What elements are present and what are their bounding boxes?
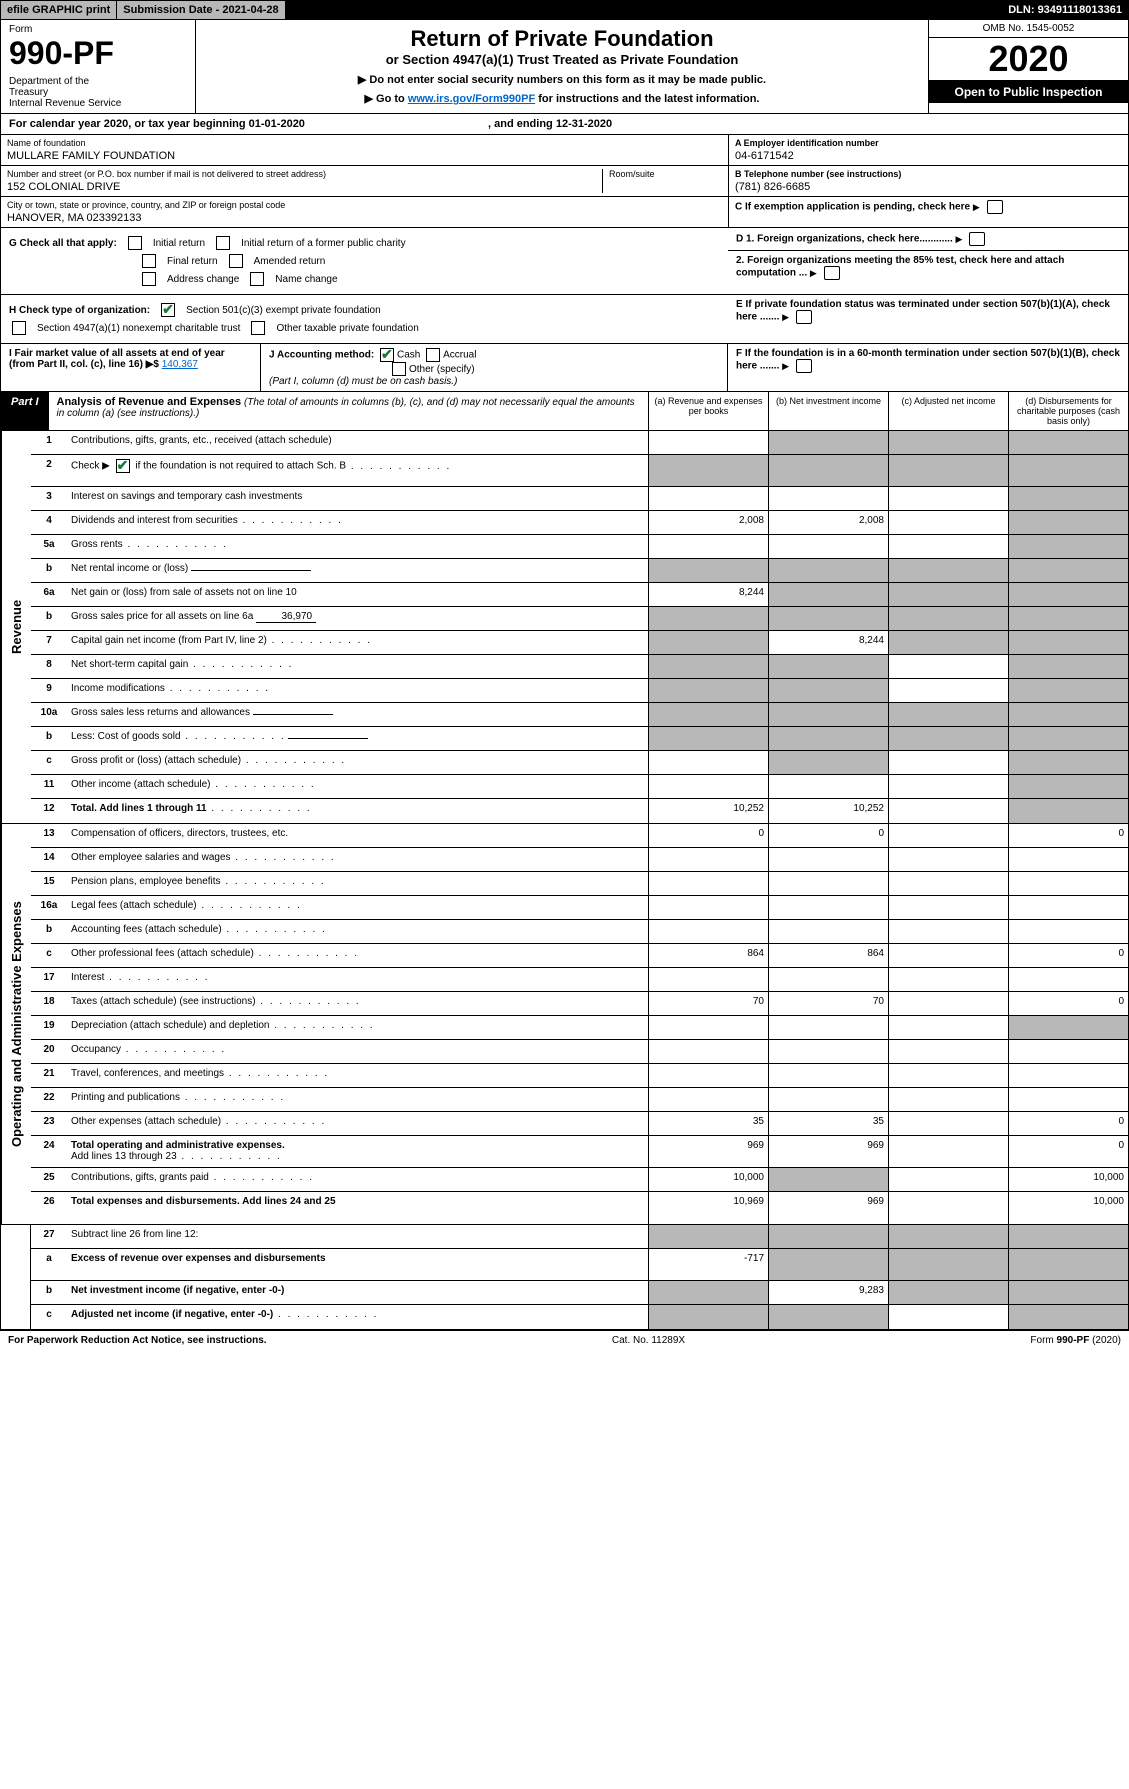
note-2: ▶ Go to www.irs.gov/Form990PF for instru… (202, 92, 922, 105)
inspection-badge: Open to Public Inspection (929, 81, 1128, 103)
footer-mid: Cat. No. 11289X (612, 1335, 685, 1346)
dept: Department of theTreasuryInternal Revenu… (9, 76, 187, 109)
col-b: (b) Net investment income (768, 392, 888, 430)
d-section: D 1. Foreign organizations, check here..… (728, 228, 1128, 294)
part1-header: Part I Analysis of Revenue and Expenses … (0, 392, 1129, 431)
c-checkbox[interactable] (987, 200, 1003, 214)
header-right: OMB No. 1545-0052 2020 Open to Public In… (928, 20, 1128, 113)
e-section: E If private foundation status was termi… (728, 295, 1128, 343)
footer-left: For Paperwork Reduction Act Notice, see … (8, 1335, 267, 1346)
d1-checkbox[interactable] (969, 232, 985, 246)
part-label: Part I (1, 392, 49, 430)
final-checkbox[interactable] (142, 254, 156, 268)
name-change-checkbox[interactable] (250, 272, 264, 286)
top-bar: efile GRAPHIC print Submission Date - 20… (0, 0, 1129, 20)
dln: DLN: 93491118013361 (1002, 1, 1128, 19)
initial-checkbox[interactable] (128, 236, 142, 250)
c-cell: C If exemption application is pending, c… (729, 197, 1128, 217)
addr-change-checkbox[interactable] (142, 272, 156, 286)
spacer (286, 1, 1003, 19)
expenses-section: Operating and Administrative Expenses 13… (0, 824, 1129, 1225)
address-cell: Number and street (or P.O. box number if… (1, 166, 728, 197)
calendar-year-row: For calendar year 2020, or tax year begi… (0, 114, 1129, 135)
cash-checkbox[interactable] (380, 348, 394, 362)
sec501-checkbox[interactable] (161, 303, 175, 317)
f-checkbox[interactable] (796, 359, 812, 373)
col-d: (d) Disbursements for charitable purpose… (1008, 392, 1128, 430)
tax-year: 2020 (929, 38, 1128, 81)
part-title: Analysis of Revenue and Expenses (The to… (49, 392, 648, 430)
entity-info: Name of foundation MULLARE FAMILY FOUNDA… (0, 135, 1129, 228)
i-j-f-row: I Fair market value of all assets at end… (0, 344, 1129, 392)
expenses-label: Operating and Administrative Expenses (1, 824, 31, 1224)
f-section: F If the foundation is in a 60-month ter… (728, 344, 1128, 391)
phone-cell: B Telephone number (see instructions) (7… (729, 166, 1128, 197)
g-section: G Check all that apply: Initial return I… (1, 228, 728, 294)
e-checkbox[interactable] (796, 310, 812, 324)
initial-former-checkbox[interactable] (216, 236, 230, 250)
form-label: Form (9, 24, 187, 35)
note-1: ▶ Do not enter social security numbers o… (202, 73, 922, 86)
col-c: (c) Adjusted net income (888, 392, 1008, 430)
foundation-name-cell: Name of foundation MULLARE FAMILY FOUNDA… (1, 135, 728, 166)
other-method-checkbox[interactable] (392, 362, 406, 376)
col-a: (a) Revenue and expenses per books (648, 392, 768, 430)
city-cell: City or town, state or province, country… (1, 197, 728, 227)
amended-checkbox[interactable] (229, 254, 243, 268)
fmv-value[interactable]: 140,367 (162, 359, 198, 370)
page-footer: For Paperwork Reduction Act Notice, see … (0, 1330, 1129, 1350)
i-section: I Fair market value of all assets at end… (1, 344, 261, 391)
ein-cell: A Employer identification number 04-6171… (729, 135, 1128, 166)
col-headers: (a) Revenue and expenses per books (b) N… (648, 392, 1128, 430)
submission-date: Submission Date - 2021-04-28 (117, 1, 285, 19)
j-section: J Accounting method: Cash Accrual Other … (261, 344, 727, 391)
revenue-label: Revenue (1, 431, 31, 823)
line27-section: 27Subtract line 26 from line 12: aExcess… (0, 1225, 1129, 1330)
sec4947-checkbox[interactable] (12, 321, 26, 335)
form-number: 990-PF (9, 35, 187, 72)
header-center: Return of Private Foundation or Section … (196, 20, 928, 113)
other-tax-checkbox[interactable] (251, 321, 265, 335)
accrual-checkbox[interactable] (426, 348, 440, 362)
footer-right: Form 990-PF (2020) (1030, 1335, 1121, 1346)
irs-link[interactable]: www.irs.gov/Form990PF (408, 93, 535, 105)
form-title: Return of Private Foundation (202, 26, 922, 52)
h-section: H Check type of organization: Section 50… (1, 295, 728, 343)
h-e-row: H Check type of organization: Section 50… (0, 295, 1129, 344)
form-header: Form 990-PF Department of theTreasuryInt… (0, 20, 1129, 114)
revenue-section: Revenue 1Contributions, gifts, grants, e… (0, 431, 1129, 824)
efile-badge: efile GRAPHIC print (1, 1, 117, 19)
schb-checkbox[interactable] (116, 459, 130, 473)
omb: OMB No. 1545-0052 (929, 20, 1128, 38)
d2-checkbox[interactable] (824, 266, 840, 280)
header-left: Form 990-PF Department of theTreasuryInt… (1, 20, 196, 113)
form-subtitle: or Section 4947(a)(1) Trust Treated as P… (202, 52, 922, 67)
g-d-row: G Check all that apply: Initial return I… (0, 228, 1129, 295)
